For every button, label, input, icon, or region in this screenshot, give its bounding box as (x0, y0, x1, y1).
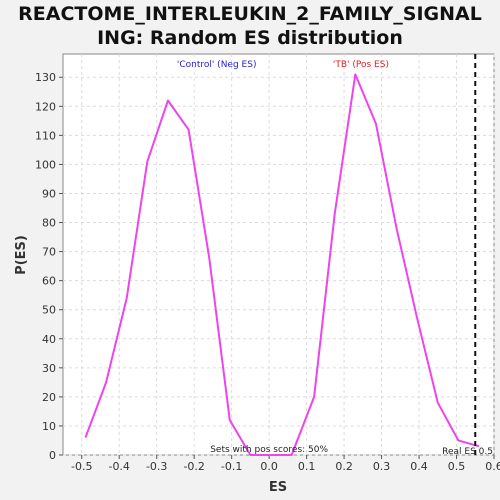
y-tick-label: 100 (35, 158, 56, 171)
x-tick-label: 0.5 (448, 460, 466, 473)
y-tick-label: 20 (42, 391, 56, 404)
es-distribution-line (84, 73, 480, 456)
x-tick-label: -0.5 (71, 460, 92, 473)
neg-es-annotation: 'Control' (Neg ES) (177, 60, 257, 70)
y-tick-label: 40 (42, 333, 56, 346)
chart-title-line2: ING: Random ES distribution (97, 27, 403, 49)
y-tick-label: 130 (35, 71, 56, 84)
grid-lines (63, 54, 495, 456)
y-tick-label: 120 (35, 100, 56, 113)
pos-es-annotation: 'TB' (Pos ES) (333, 60, 389, 70)
y-tick-label: 60 (42, 275, 56, 288)
real-es-label: Real ES 0.5 (442, 447, 493, 457)
y-tick-label: 10 (42, 420, 56, 433)
sets-pos-scores-annotation: Sets with pos scores: 50% (210, 445, 328, 455)
x-axis-ticks: -0.5 -0.4 -0.3 -0.2 -0.1 0.0 0.1 0.2 0.3 0.4 0.5 0.… (71, 455, 500, 473)
x-tick-label: 0.4 (410, 460, 428, 473)
x-tick-label: 0.6 (485, 460, 500, 473)
y-axis-label: P(ES) (14, 235, 29, 275)
x-tick-label: -0.4 (108, 460, 129, 473)
y-axis-ticks: 0 10 20 30 40 50 60 70 80 90 100 110 120 130 (35, 71, 63, 462)
x-tick-label: 0.3 (373, 460, 391, 473)
plot-area (62, 53, 495, 456)
y-tick-label: 90 (42, 187, 56, 200)
x-axis-label: ES (269, 480, 287, 495)
x-tick-label: -0.3 (146, 460, 167, 473)
x-tick-label: -0.1 (221, 460, 242, 473)
y-tick-label: 70 (42, 246, 56, 259)
series-layer (84, 73, 480, 456)
y-tick-label: 80 (42, 217, 56, 230)
x-tick-label: 0.2 (335, 460, 353, 473)
x-tick-label: -0.2 (183, 460, 204, 473)
x-tick-label: 0.0 (260, 460, 278, 473)
y-tick-label: 0 (49, 449, 56, 462)
x-tick-label: 0.1 (298, 460, 316, 473)
y-tick-label: 110 (35, 129, 56, 142)
y-tick-label: 30 (42, 362, 56, 375)
y-tick-label: 50 (42, 304, 56, 317)
chart-title-line1: REACTOME_INTERLEUKIN_2_FAMILY_SIGNAL (18, 3, 482, 25)
